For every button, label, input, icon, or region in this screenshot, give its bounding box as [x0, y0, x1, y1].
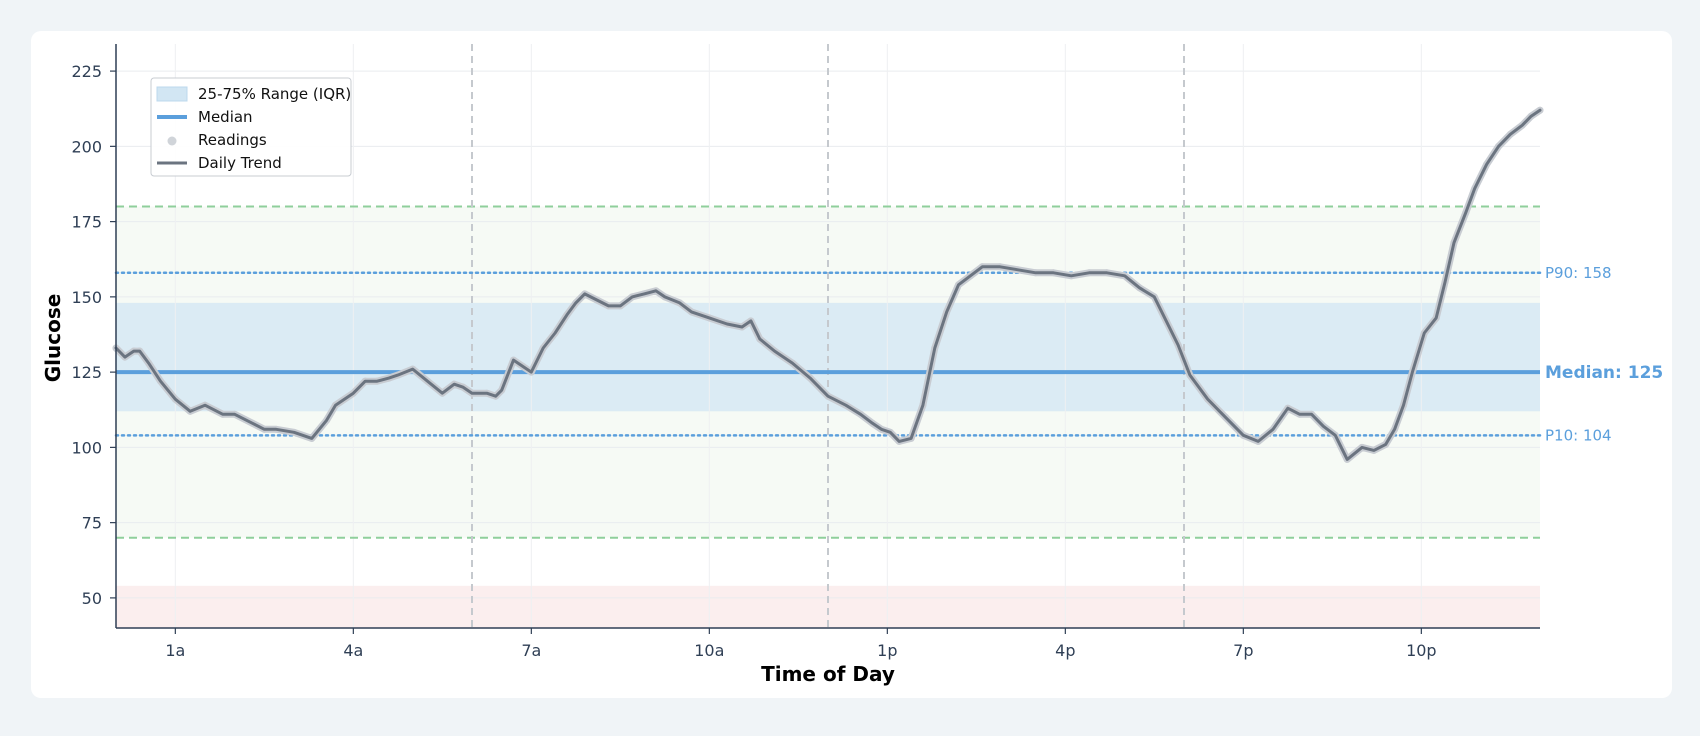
y-tick-label: 50: [82, 589, 102, 608]
x-tick-label: 7p: [1233, 641, 1253, 660]
reference-lines: [114, 44, 1542, 628]
legend-readings-swatch: [167, 136, 177, 146]
daily-trend-line: [114, 108, 1542, 461]
legend: 25-75% Range (IQR) Median Readings Daily…: [150, 77, 352, 177]
p90-label: P90: 158: [1545, 264, 1612, 282]
x-tick-label: 10a: [694, 641, 724, 660]
y-tick-label: 150: [71, 288, 102, 307]
legend-box: [150, 77, 352, 177]
median-label: Median: 125: [1545, 363, 1663, 383]
x-tick-label: 1a: [165, 641, 185, 660]
y-tick-label: 175: [71, 213, 102, 232]
p10-label: P10: 104: [1545, 426, 1612, 444]
axes: 50 75 100 125 150 175 200 225 1a 4a 7a 10a 1p 4p 7p 10p: [71, 44, 1540, 660]
reference-labels: P90: 158 Median: 125 P10: 104: [1545, 264, 1663, 445]
legend-trend-label: Daily Trend: [198, 154, 282, 172]
y-tick-label: 225: [71, 62, 102, 81]
y-tick-label: 75: [82, 514, 102, 533]
legend-iqr-label: 25-75% Range (IQR): [198, 85, 351, 103]
x-tick-label: 7a: [521, 641, 541, 660]
legend-iqr-swatch: [156, 86, 188, 102]
x-axis-title: Time of Day: [761, 662, 895, 686]
legend-median-label: Median: [198, 108, 253, 126]
y-tick-label: 125: [71, 363, 102, 382]
y-axis-title: Glucose: [41, 294, 65, 383]
legend-readings-label: Readings: [198, 131, 267, 149]
y-tick-label: 200: [71, 137, 102, 156]
x-tick-label: 10p: [1406, 641, 1437, 660]
y-tick-label: 100: [71, 438, 102, 457]
data-series: [112, 106, 1544, 463]
x-tick-label: 4a: [343, 641, 363, 660]
x-tick-label: 1p: [877, 641, 897, 660]
x-tick-label: 4p: [1055, 641, 1075, 660]
